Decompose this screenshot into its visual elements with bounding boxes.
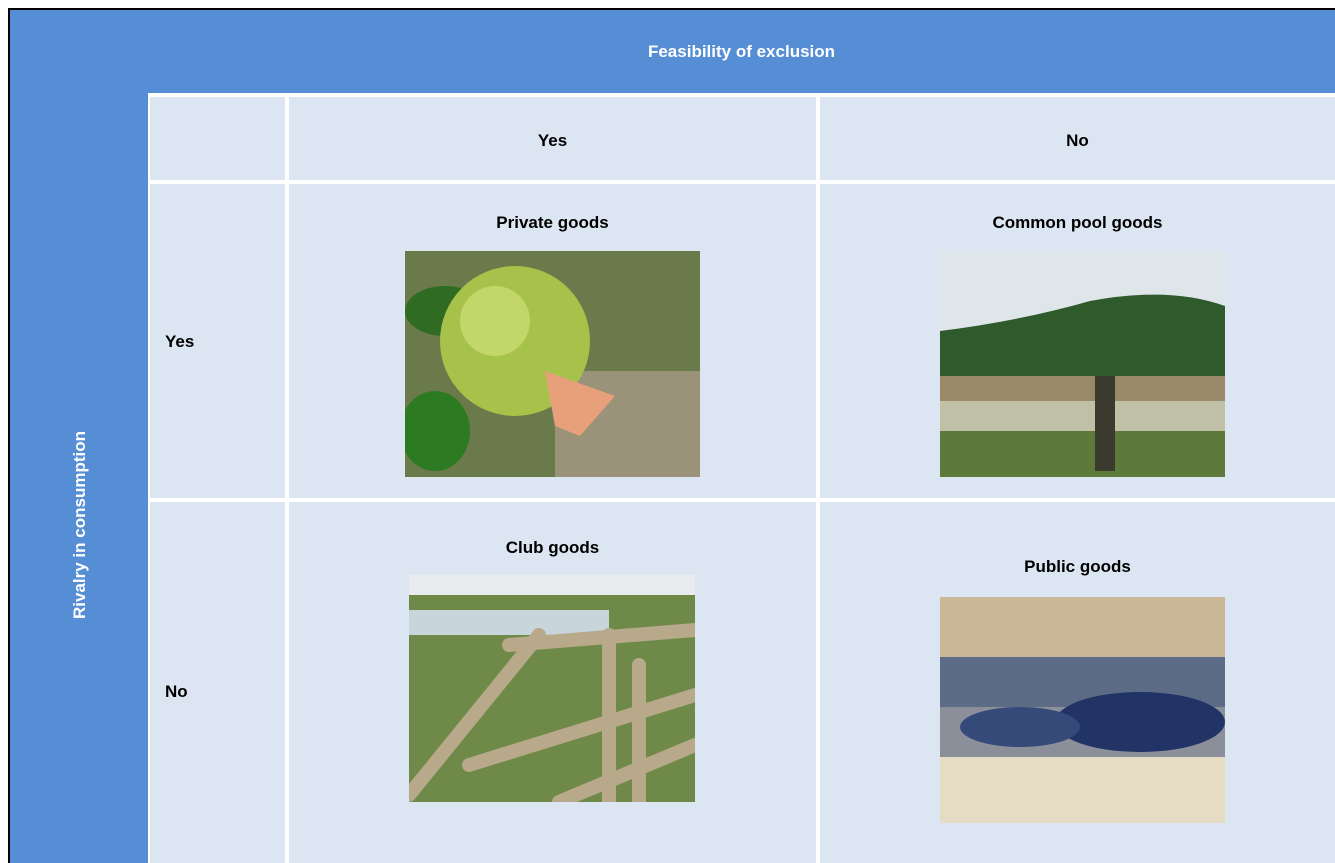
- border-left: [8, 8, 10, 863]
- header-bar: [10, 10, 1335, 93]
- side-label: Rivalry in consumption: [70, 431, 89, 619]
- cell-title: Private goods: [496, 213, 609, 232]
- cell: [820, 97, 1335, 180]
- side-bar: [10, 10, 148, 863]
- public-goods-image: [940, 597, 1225, 823]
- cell: [150, 502, 285, 863]
- row-header: Yes: [165, 332, 195, 351]
- cell-title: Common pool goods: [992, 213, 1163, 232]
- common-pool-image: [940, 251, 1225, 477]
- cell: [150, 184, 285, 498]
- private-goods-image: [405, 251, 700, 477]
- column-header: No: [1066, 131, 1089, 150]
- cell: [150, 97, 285, 180]
- cell-title: Public goods: [1024, 557, 1131, 576]
- cell: [289, 97, 816, 180]
- column-header: Yes: [537, 131, 568, 150]
- border-top: [8, 8, 1335, 10]
- cell-title: Club goods: [505, 538, 600, 557]
- row-header: No: [165, 682, 188, 701]
- header-title: Feasibility of exclusion: [647, 42, 836, 61]
- club-goods-image: [409, 575, 695, 802]
